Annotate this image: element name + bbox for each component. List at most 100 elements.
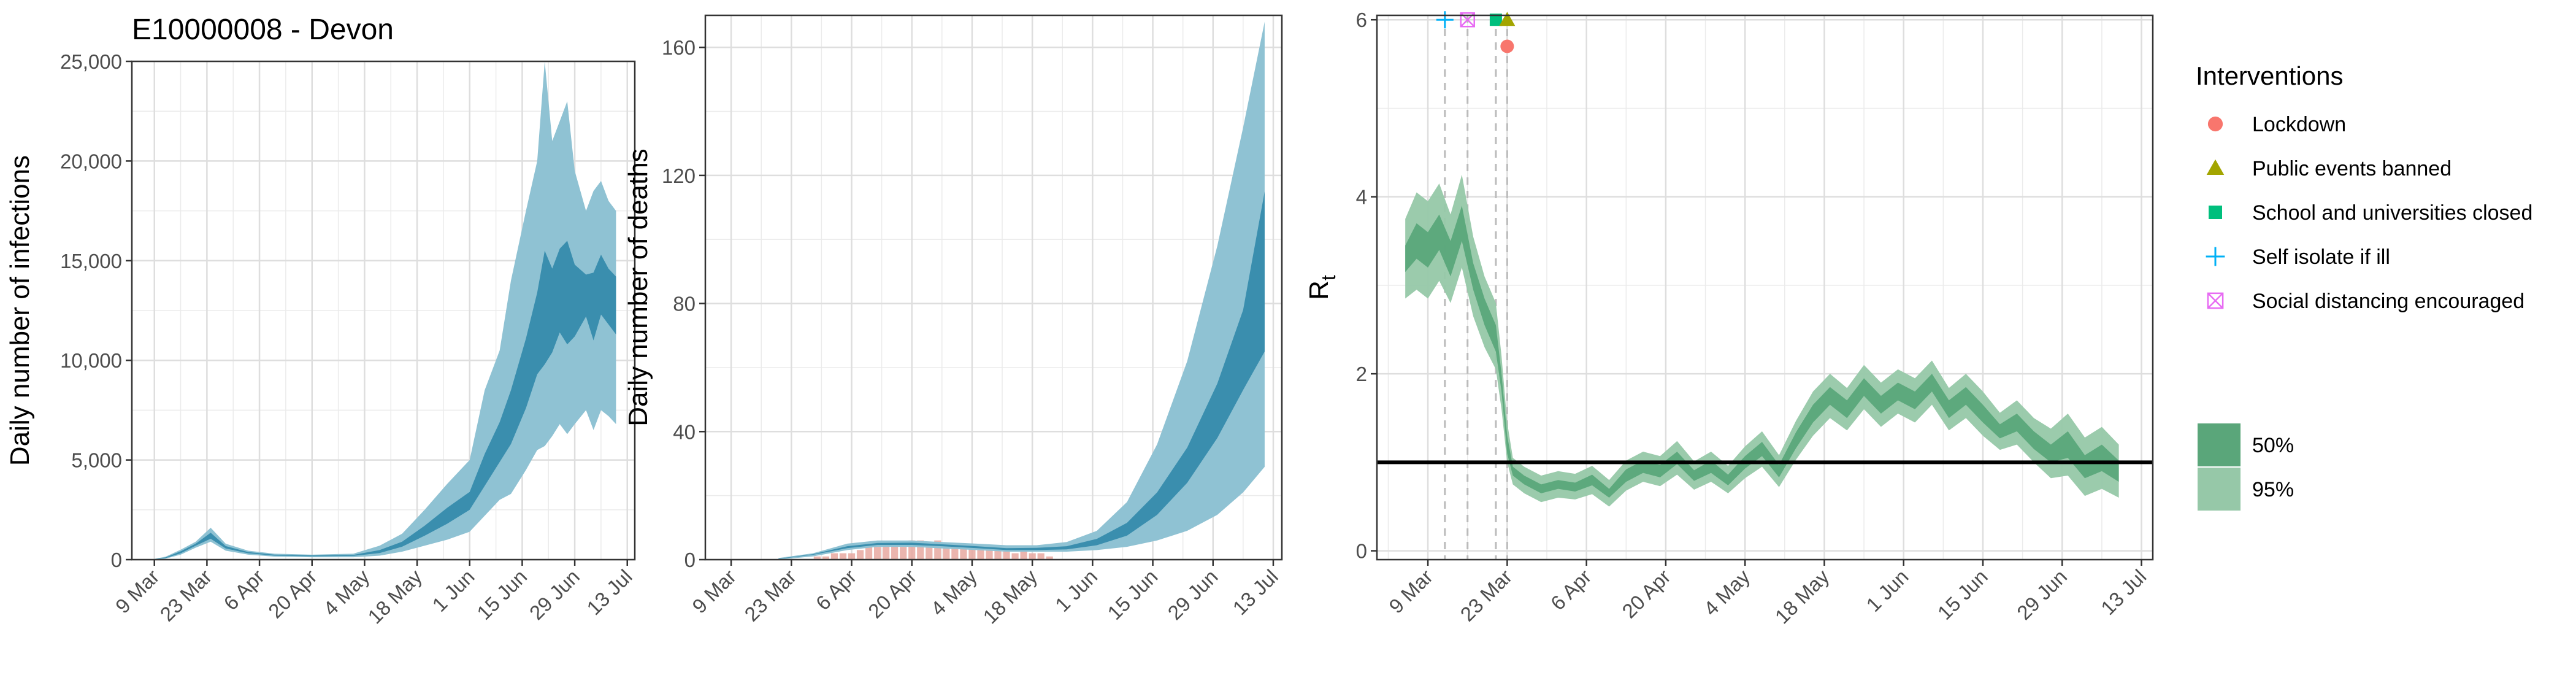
intervention-marker — [1500, 39, 1514, 53]
legend-title: Interventions — [2196, 61, 2343, 90]
x-tick-label: 6 Apr — [811, 565, 861, 615]
bar — [883, 543, 890, 560]
legend-key-plus — [2206, 247, 2225, 266]
x-tick-label: 13 Jul — [1228, 565, 1282, 619]
y-axis-title-subscript: t — [1317, 275, 1340, 280]
rt-panel: 0 2 4 6 9 Mar 23 Mar 6 Apr 20 Apr 4 May 18 May 1 J… — [1304, 9, 2154, 628]
bar — [977, 550, 984, 560]
y-tick-label: 4 — [1356, 186, 1367, 209]
gridlines — [1377, 15, 2153, 560]
bar — [917, 540, 924, 560]
intervention-marker — [1436, 11, 1454, 29]
legend-label: Lockdown — [2252, 113, 2346, 136]
bar — [848, 553, 856, 560]
y-axis-title: Daily number of infections — [5, 155, 35, 466]
y-tick-label: 0 — [1356, 540, 1367, 563]
legend-key-triangle — [2206, 159, 2225, 175]
legend-swatch-ci — [2198, 423, 2241, 466]
x-tick-label: 1 Jun — [427, 565, 478, 616]
panel-border — [1376, 14, 2154, 561]
y-tick-label: 0 — [111, 549, 122, 571]
bar — [822, 556, 830, 560]
bar — [943, 547, 950, 560]
bar — [813, 556, 821, 560]
x-tick-label: 1 Jun — [1861, 565, 1912, 616]
y-tick-label: 40 — [673, 420, 696, 443]
ci-band-95 — [778, 21, 1265, 560]
intervention-marker — [1489, 14, 1502, 26]
legend-key-boxx — [2207, 292, 2224, 309]
panel-border — [704, 14, 1283, 561]
y-tick-label: 25,000 — [60, 50, 122, 73]
deaths-panel: 0 40 80 120 160 9 Mar 23 Mar 6 Apr 20 Apr 4 May18… — [623, 14, 1283, 628]
x-tick-label: 15 Jun — [1103, 565, 1162, 624]
panel-border — [131, 60, 636, 561]
y-axis-title: Daily number of deaths — [623, 149, 653, 426]
bar — [926, 543, 933, 560]
y-axis-title: Rt — [1304, 275, 1340, 300]
legend-label: Social distancing encouraged — [2252, 290, 2524, 313]
x-tick-label: 29 Jun — [2012, 565, 2071, 624]
x-tick-label: 23 Mar — [156, 565, 217, 626]
y-tick-label: 10,000 — [60, 349, 122, 372]
bar — [891, 543, 899, 560]
y-tick-label: 160 — [662, 36, 696, 59]
x-tick-label: 13 Jul — [582, 565, 636, 619]
intervention-marker — [1499, 12, 1516, 26]
bar — [934, 540, 941, 560]
legend-key-square — [2209, 206, 2222, 219]
bar — [1020, 550, 1027, 560]
bar — [839, 553, 847, 560]
ci-band-95 — [1405, 174, 2119, 507]
x-tick-label: 4 May — [1699, 565, 1754, 620]
x-tick-label: 4 May — [926, 565, 981, 620]
x-tick-label: 20 Apr — [1617, 565, 1675, 623]
x-tick-label: 29 Jun — [1163, 565, 1222, 624]
x-tick-label: 20 Apr — [864, 565, 921, 623]
ci-band-50 — [150, 241, 616, 560]
bar — [1029, 553, 1036, 560]
ci-band-50 — [1405, 206, 2119, 498]
x-tick-label: 18 May — [363, 565, 426, 628]
y-tick-label: 0 — [684, 549, 696, 571]
bar — [960, 543, 967, 560]
x-tick-label: 15 Jun — [1933, 565, 1992, 624]
y-tick-label: 15,000 — [60, 250, 122, 272]
observed-deaths-bars — [813, 540, 1053, 560]
x-tick-label: 6 Apr — [1546, 565, 1596, 615]
y-tick-label: 2 — [1356, 363, 1367, 385]
legend-label: School and universities closed — [2252, 201, 2532, 225]
y-tick-label: 20,000 — [60, 150, 122, 172]
bar — [1003, 550, 1010, 560]
x-tick-label: 20 Apr — [264, 565, 321, 623]
x-tick-label: 9 Mar — [688, 565, 740, 618]
x-tick-label: 18 May — [1771, 565, 1834, 628]
bar — [1011, 553, 1019, 560]
legend-label: Self isolate if ill — [2252, 245, 2390, 269]
y-tick-label: 80 — [673, 293, 696, 315]
bar — [1046, 556, 1053, 560]
legend-swatch-ci — [2198, 468, 2241, 511]
plot-title: E10000008 - Devon — [132, 14, 394, 46]
y-tick-label: 120 — [662, 164, 696, 187]
x-tick-label: 1 Jun — [1051, 565, 1102, 616]
bar — [986, 547, 993, 560]
bar — [865, 547, 873, 560]
bar — [856, 550, 864, 560]
legend-label: Public events banned — [2252, 157, 2451, 180]
y-tick-label: 5,000 — [71, 449, 122, 472]
x-tick-label: 23 Mar — [740, 565, 800, 626]
legend-key-circle — [2207, 116, 2223, 132]
legend-label: 95% — [2252, 478, 2294, 501]
x-tick-label: 15 Jun — [472, 565, 531, 624]
x-tick-label: 6 Apr — [219, 565, 269, 615]
bar — [908, 540, 916, 560]
bar — [1037, 553, 1045, 560]
x-tick-label: 18 May — [978, 565, 1041, 628]
legend: Interventions Lockdown Public events banne… — [2196, 61, 2532, 511]
y-tick-label: 6 — [1356, 9, 1367, 31]
bar — [830, 553, 838, 560]
bar — [951, 543, 959, 560]
